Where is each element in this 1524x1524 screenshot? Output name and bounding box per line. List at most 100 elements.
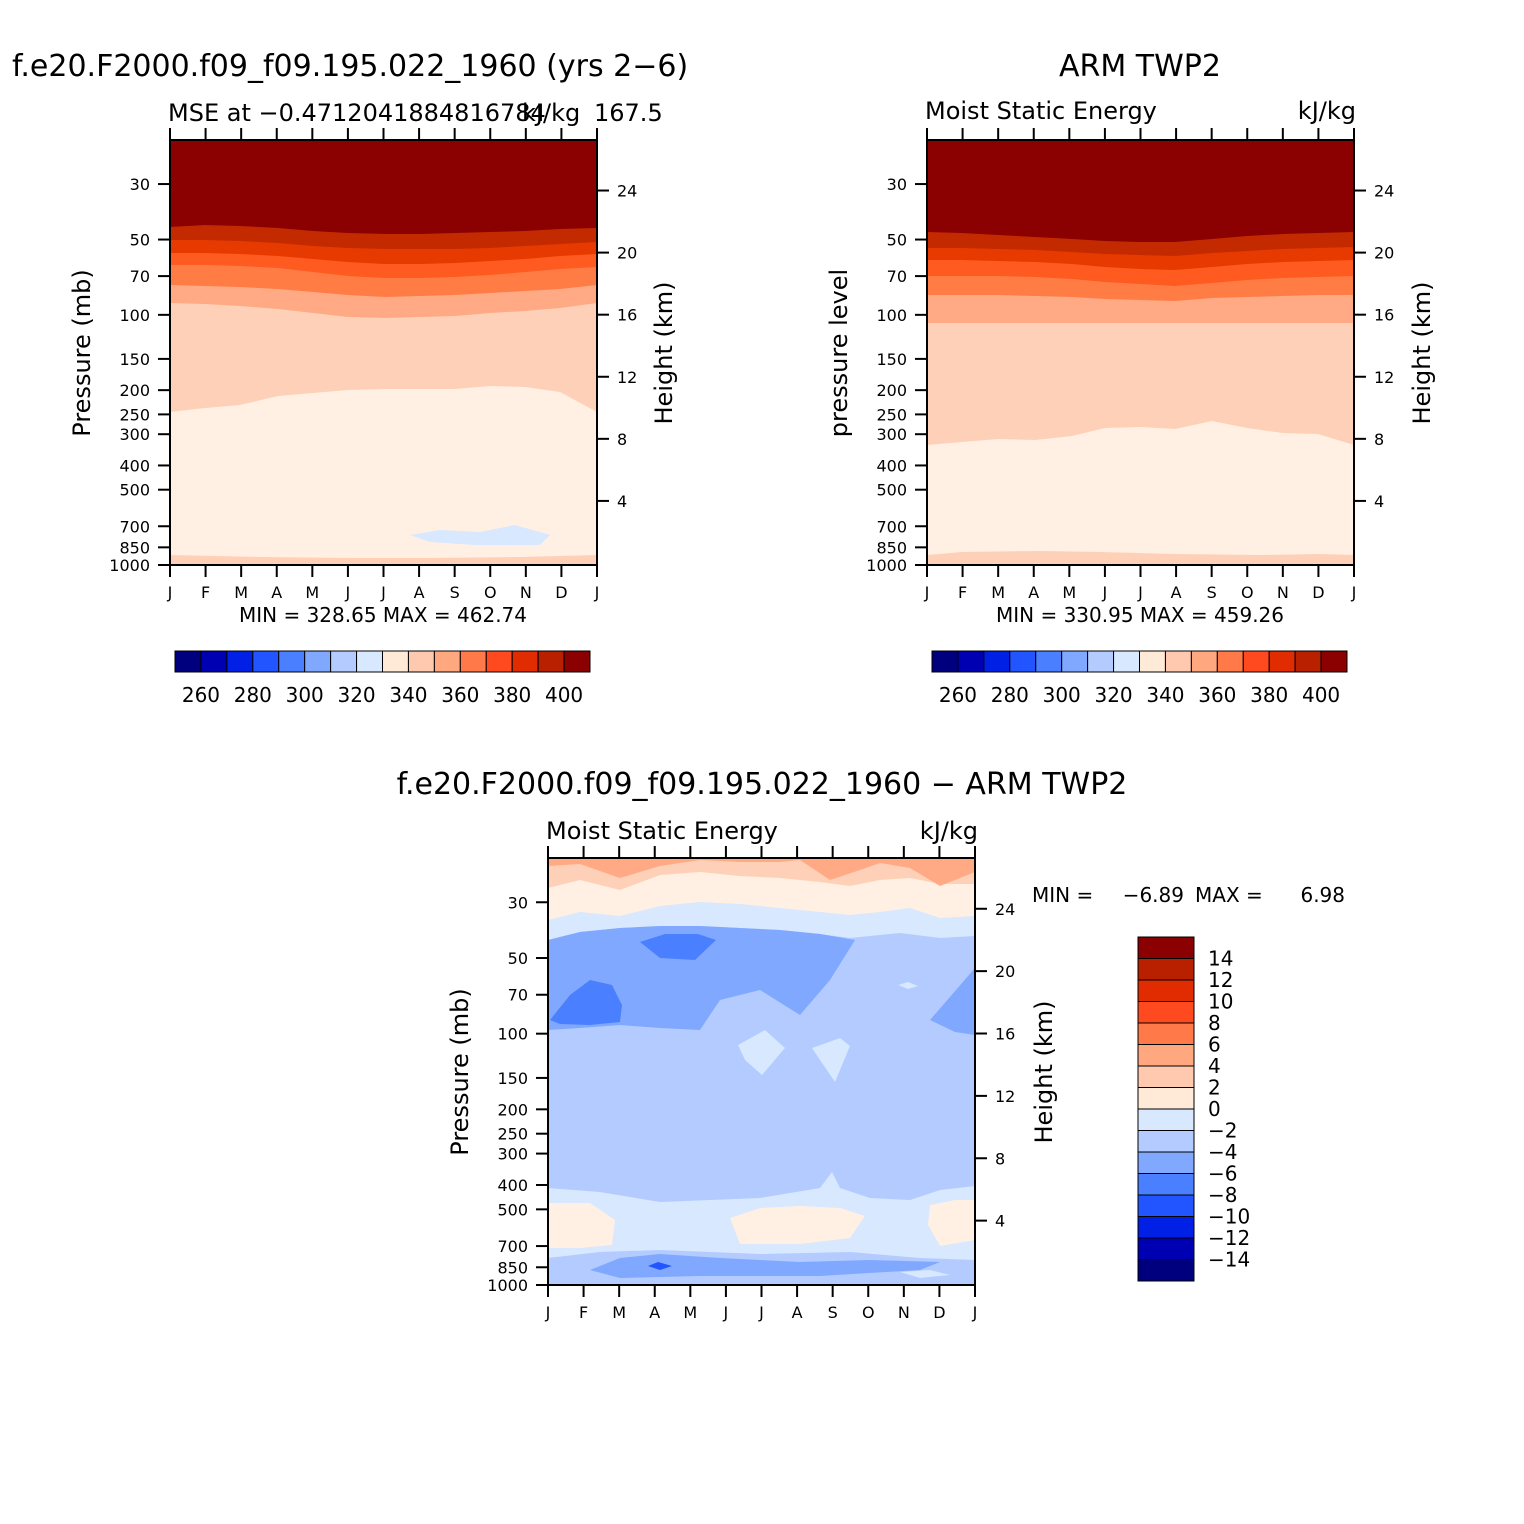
x-tick-label: J (345, 583, 351, 602)
y-right-tick-label: 16 (995, 1025, 1015, 1044)
y-tick-label: 50 (508, 949, 528, 968)
panel-obs-plot-area (927, 140, 1354, 565)
colorbar-swatch (1137, 1108, 1195, 1131)
colorbar-swatch (1190, 650, 1218, 673)
y-right-tick-label: 4 (617, 492, 627, 511)
y-tick-label: 850 (876, 538, 907, 557)
x-tick-label: O (484, 583, 497, 602)
colorbar-swatch (1137, 1001, 1195, 1024)
colorbar-swatch (1137, 1259, 1195, 1282)
colorbar-swatch (1137, 958, 1195, 981)
x-tick-label: M (305, 583, 319, 602)
colorbar-label: 340 (389, 683, 427, 707)
colorbar-label: −12 (1208, 1226, 1250, 1250)
panel-diff-left-string: Moist Static Energy (546, 817, 778, 845)
x-tick-label: A (271, 583, 282, 602)
colorbar-label: 0 (1208, 1097, 1221, 1121)
colorbar-label: 400 (545, 683, 583, 707)
colorbar-swatch (278, 650, 306, 673)
x-tick-label: A (1028, 583, 1039, 602)
y-tick-label: 100 (497, 1025, 528, 1044)
region-neg6-neg4-850 (590, 1254, 940, 1278)
x-tick-label: F (201, 583, 210, 602)
y-tick-label: 300 (876, 425, 907, 444)
y-right-tick-label: 12 (1374, 368, 1394, 387)
x-tick-label: J (1137, 583, 1143, 602)
x-tick-label: D (555, 583, 567, 602)
region-neg8-neg6-feb (550, 980, 622, 1025)
y-tick-label: 500 (876, 481, 907, 500)
panel-model-main-title: f.e20.F2000.f09_f09.195.022_1960 (yrs 2−… (12, 49, 688, 84)
colorbar-swatch (485, 650, 513, 673)
y-tick-label: 30 (887, 175, 907, 194)
colorbar-label: 4 (1208, 1054, 1221, 1078)
colorbar-label: 6 (1208, 1033, 1221, 1057)
colorbar-label: −10 (1208, 1205, 1250, 1229)
region-0-2-jan (548, 1203, 615, 1248)
colorbar-swatch (1137, 1237, 1195, 1260)
y-tick-label: 500 (497, 1200, 528, 1219)
x-tick-label: A (414, 583, 425, 602)
y-tick-label: 700 (497, 1237, 528, 1256)
colorbar-swatch (1137, 1216, 1195, 1239)
y-right-tick-label: 24 (1374, 182, 1394, 201)
panel-obs-stats: MIN = 330.95 MAX = 459.26 (996, 603, 1284, 627)
panel-model-y-right-title: Height (km) (650, 282, 678, 425)
colorbar-swatch (983, 650, 1011, 673)
panel-model-right-string: kJ/kg (522, 99, 580, 127)
colorbar-swatch (1137, 1151, 1195, 1174)
colorbar-swatch (226, 650, 254, 673)
y-right-tick-label: 12 (995, 1087, 1015, 1106)
panel-model: f.e20.F2000.f09_f09.195.022_1960 (yrs 2−… (12, 49, 688, 707)
colorbar-swatch (304, 650, 332, 673)
x-tick-label: J (594, 583, 600, 602)
x-tick-label: O (1241, 583, 1254, 602)
region-neg2-0-aug (812, 1038, 850, 1082)
colorbar-swatch (1137, 1022, 1195, 1045)
colorbar-label: 8 (1208, 1011, 1221, 1035)
colorbar-label: −8 (1208, 1183, 1237, 1207)
x-tick-label: D (1312, 583, 1324, 602)
y-tick-label: 700 (119, 517, 150, 536)
colorbar-swatch (1216, 650, 1244, 673)
y-tick-label: 150 (119, 350, 150, 369)
panel-obs: ARM TWP2 Moist Static Energy kJ/kg 30 50 7… (825, 49, 1436, 707)
panel-obs-main-title: ARM TWP2 (1059, 49, 1221, 84)
y-tick-label: 400 (497, 1176, 528, 1195)
region-neg8-neg6-apr (640, 934, 716, 960)
colorbar-label: −14 (1208, 1248, 1250, 1272)
y-tick-label: 400 (119, 456, 150, 475)
patch-320-330 (410, 525, 550, 545)
y-tick-label: 150 (497, 1069, 528, 1088)
panel-model-colorbar: 260 280 300 320 340 360 380 400 (174, 650, 591, 707)
region-neg2-0-nov (898, 982, 918, 989)
colorbar-label: 10 (1208, 990, 1233, 1014)
y-tick-label: 200 (876, 381, 907, 400)
x-tick-label: S (1207, 583, 1217, 602)
colorbar-label: 280 (234, 683, 272, 707)
colorbar-label: 260 (939, 683, 977, 707)
y-tick-label: 250 (497, 1125, 528, 1144)
colorbar-label: 12 (1208, 968, 1233, 992)
x-tick-label: F (579, 1303, 588, 1322)
colorbar-swatch (1113, 650, 1140, 673)
region-neg6-neg4-right (930, 968, 975, 1035)
colorbar-label: −6 (1208, 1162, 1237, 1186)
colorbar-swatch (1087, 650, 1115, 673)
y-right-tick-label: 16 (617, 306, 637, 325)
x-tick-label: J (723, 1303, 729, 1322)
colorbar-swatch (252, 650, 280, 673)
panel-diff-stats-max-label: MAX = (1195, 883, 1263, 907)
colorbar-swatch (957, 650, 985, 673)
colorbar-label: 300 (286, 683, 324, 707)
y-right-tick-label: 4 (995, 1212, 1005, 1231)
y-tick-label: 200 (119, 381, 150, 400)
y-right-tick-label: 20 (1374, 244, 1394, 263)
panel-diff: f.e20.F2000.f09_f09.195.022_1960 − ARM T… (397, 767, 1345, 1322)
y-tick-label: 50 (130, 231, 150, 250)
colorbar-swatch (1294, 650, 1322, 673)
band-above-400 (170, 140, 597, 234)
y-tick-label: 250 (876, 405, 907, 424)
x-tick-label: J (972, 1303, 978, 1322)
